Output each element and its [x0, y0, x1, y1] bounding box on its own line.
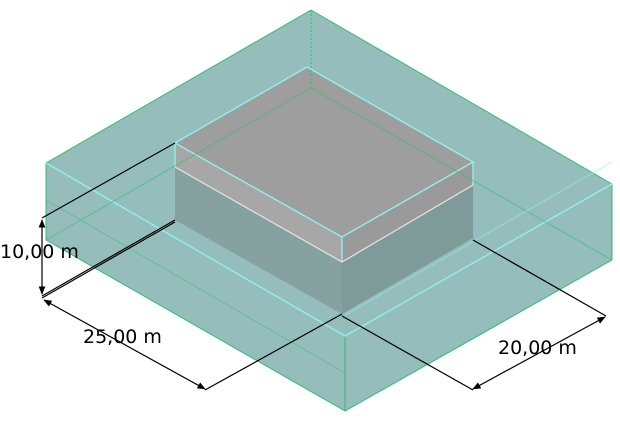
building-left-lower-face [175, 167, 342, 314]
building-top-face [175, 67, 473, 237]
building-right-band-face [342, 162, 473, 262]
length-dimension-label: 25,00 m [83, 326, 162, 348]
building-edge [174, 166, 343, 263]
building-right-lower-face [342, 185, 473, 314]
width-dimension: 20,00 m [341, 239, 607, 391]
length-dimension: 25,00 m [41, 221, 343, 391]
height-dimension-label: 10,00 m [0, 241, 79, 263]
building-edge [341, 184, 474, 263]
building-block[interactable] [173, 66, 475, 314]
building-left-band-face [175, 143, 342, 262]
soil-right-face [345, 184, 612, 411]
height-dimension: 10,00 m [0, 142, 176, 297]
width-dimension-label: 20,00 m [498, 337, 577, 359]
